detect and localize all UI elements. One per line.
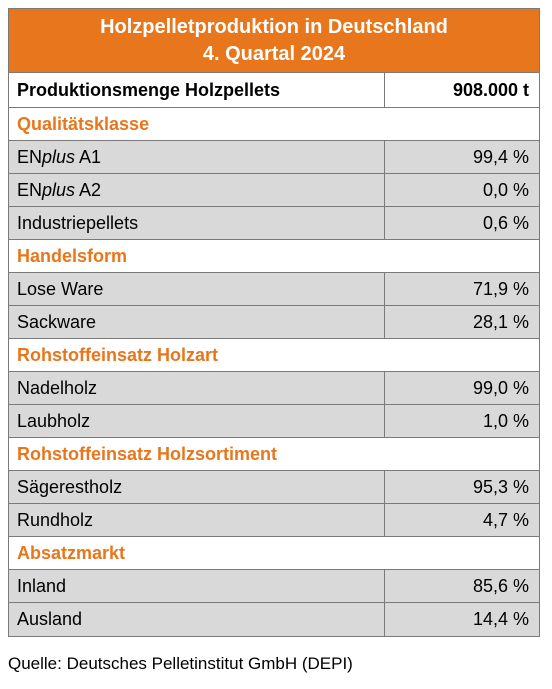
production-table: Holzpelletproduktion in Deutschland 4. Q… <box>8 8 540 637</box>
row-label: Nadelholz <box>9 372 385 404</box>
row-label-text: Industriepellets <box>17 212 139 233</box>
section-heading-row: Handelsform <box>9 240 539 273</box>
row-value: 99,4 % <box>472 146 529 167</box>
row-value: 85,6 % <box>472 575 529 596</box>
row-label-text: EN <box>17 179 43 200</box>
row-label-text: Sägerestholz <box>17 476 123 497</box>
row-label: Rundholz <box>9 504 385 536</box>
section-heading-row: Absatzmarkt <box>9 537 539 570</box>
section-heading-row: Qualitätsklasse <box>9 108 539 141</box>
table-row: Sackware 28,1 % <box>9 306 539 339</box>
row-value: 71,9 % <box>472 278 529 299</box>
table-row: Rundholz 4,7 % <box>9 504 539 537</box>
table-row: Lose Ware 71,9 % <box>9 273 539 306</box>
row-value: 14,4 % <box>472 609 529 629</box>
row-label: EN plus A1 <box>9 141 385 173</box>
row-value: 0,0 % <box>482 179 529 200</box>
table-row: EN plus A2 0,0 % <box>9 174 539 207</box>
table-row: EN plus A1 99,4 % <box>9 141 539 174</box>
title-line-1: Holzpelletproduktion in Deutschland <box>100 16 448 38</box>
section-heading: Qualitätsklasse <box>17 113 150 134</box>
row-label-text: EN <box>17 146 43 167</box>
table-row: Ausland 14,4 % <box>9 603 539 636</box>
row-label-text: Inland <box>17 575 67 596</box>
row-label: Lose Ware <box>9 273 385 305</box>
section-heading: Absatzmarkt <box>17 542 126 563</box>
section-heading-row: Rohstoffeinsatz Holzart <box>9 339 539 372</box>
production-total-label: Produktionsmenge Holzpellets <box>9 73 385 107</box>
row-label: Industriepellets <box>9 207 385 239</box>
row-value: 99,0 % <box>472 377 529 398</box>
row-label-italic: plus <box>42 179 76 200</box>
row-label-text: Nadelholz <box>17 377 98 398</box>
production-total-value: 908.000 t <box>452 79 529 100</box>
row-value: 0,6 % <box>482 212 529 233</box>
row-value: 28,1 % <box>472 311 529 332</box>
row-label-text: Laubholz <box>17 410 91 431</box>
row-label-text: Rundholz <box>17 509 94 530</box>
sections-container: Qualitätsklasse EN plus A1 99,4 % EN plus A2 0… <box>9 108 539 636</box>
table-row: Inland 85,6 % <box>9 570 539 603</box>
production-total-row: Produktionsmenge Holzpellets 908.000 t <box>9 73 539 108</box>
title-line-2: 4. Quartal 2024 <box>202 43 346 65</box>
row-label: Sackware <box>9 306 385 338</box>
section-heading: Handelsform <box>17 245 128 266</box>
table-row: Laubholz 1,0 % <box>9 405 539 438</box>
row-label-italic: plus <box>42 146 76 167</box>
table-title: Holzpelletproduktion in Deutschland 4. Q… <box>9 9 539 73</box>
row-label-text: Ausland <box>17 609 83 629</box>
row-value: 1,0 % <box>482 410 529 431</box>
row-label: Ausland <box>9 603 385 636</box>
source-note: Quelle: Deutsches Pelletinstitut GmbH (D… <box>8 654 353 673</box>
section-heading: Rohstoffeinsatz Holzart <box>17 344 219 365</box>
row-label-text: Sackware <box>17 311 97 332</box>
row-label: Inland <box>9 570 385 602</box>
table-row: Nadelholz 99,0 % <box>9 372 539 405</box>
table-row: Sägerestholz 95,3 % <box>9 471 539 504</box>
table-row: Industriepellets 0,6 % <box>9 207 539 240</box>
row-label: Laubholz <box>9 405 385 437</box>
row-label-text: Lose Ware <box>17 278 104 299</box>
row-value: 95,3 % <box>472 476 529 497</box>
section-heading: Rohstoffeinsatz Holzsortiment <box>17 443 278 464</box>
row-label-suffix: A1 <box>75 146 102 167</box>
row-label: Sägerestholz <box>9 471 385 503</box>
row-value: 4,7 % <box>482 509 529 530</box>
section-heading-row: Rohstoffeinsatz Holzsortiment <box>9 438 539 471</box>
row-label: EN plus A2 <box>9 174 385 206</box>
row-label-suffix: A2 <box>75 179 102 200</box>
